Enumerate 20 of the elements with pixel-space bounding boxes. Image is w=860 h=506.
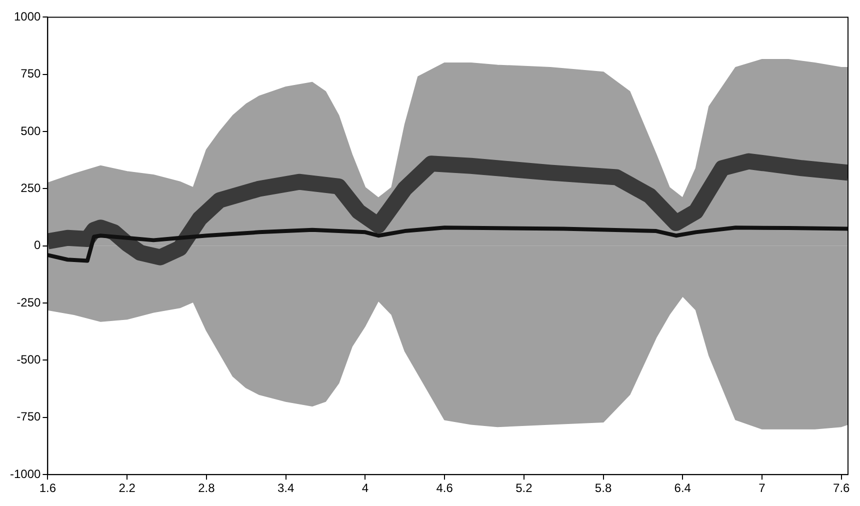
y-tick-label: -1000: [10, 466, 42, 481]
x-tick-label: 5.8: [594, 481, 612, 496]
x-tick-label: 7: [758, 481, 766, 496]
x-tick-label: 6.4: [674, 481, 692, 496]
y-tick-label: -500: [16, 352, 42, 367]
y-tick-label: 750: [20, 66, 42, 81]
y-tick-label: -250: [16, 295, 42, 310]
x-tick-label: 4.6: [436, 481, 454, 496]
x-tick-label: 3.4: [277, 481, 294, 496]
y-tick-label: 0: [34, 238, 42, 252]
y-tick-label: -750: [16, 410, 42, 424]
y-tick-label: 250: [20, 181, 42, 196]
x-tick-label: 1.6: [39, 481, 56, 496]
x-tick-label: 2.8: [198, 481, 216, 496]
x-tick-label: 2.2: [118, 481, 136, 496]
y-tick-label: 1000: [14, 10, 42, 24]
x-tick-label: 4: [362, 481, 369, 496]
x-tick-label: 5.2: [516, 481, 533, 496]
y-tick-label: 500: [20, 124, 42, 138]
x-tick-label: 7.6: [833, 481, 850, 496]
